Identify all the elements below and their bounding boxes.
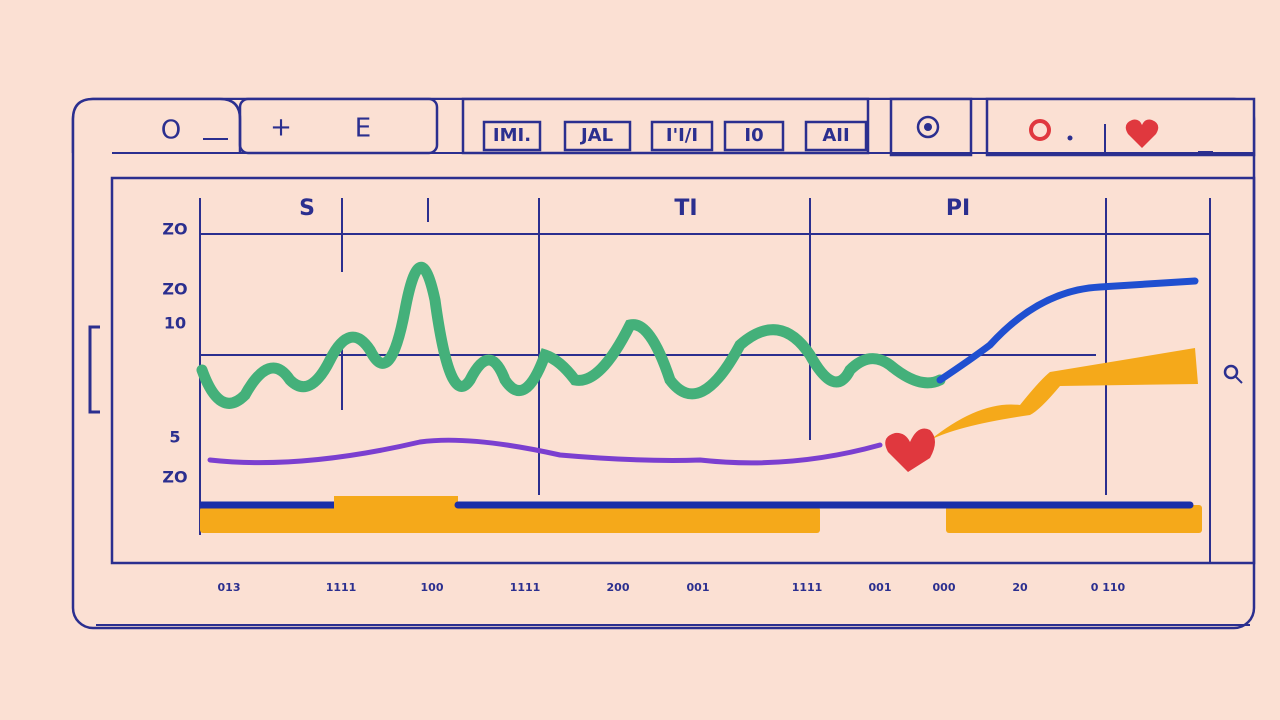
y-label: 5 [169, 428, 180, 447]
x-label: 100 [421, 581, 444, 594]
button[interactable]: O [161, 116, 181, 146]
x-label: 013 [218, 581, 241, 594]
x-label: 001 [687, 581, 710, 594]
tab-bar [461, 97, 870, 155]
x-label: 200 [607, 581, 630, 594]
dot [1067, 135, 1073, 141]
x-label: 0 110 [1091, 581, 1126, 594]
purple-line [207, 437, 883, 466]
tab[interactable] [650, 120, 714, 152]
x-label: 000 [933, 581, 956, 594]
yellow-bar [946, 505, 1202, 533]
icon-button[interactable] [889, 97, 973, 157]
tab[interactable] [482, 120, 542, 152]
tab-label: I0 [744, 125, 763, 146]
x-label: 001 [869, 581, 892, 594]
x-label: 20 [1012, 581, 1028, 594]
column-header: S [299, 196, 315, 221]
heart-icon[interactable] [1125, 119, 1159, 148]
tab-label: AII [822, 125, 849, 146]
column-header: PI [946, 196, 970, 221]
heart-marker [885, 428, 935, 472]
tab[interactable] [563, 120, 632, 152]
green-line [196, 261, 946, 409]
x-label: 1111 [510, 581, 541, 594]
x-label: 1111 [792, 581, 823, 594]
bracket [88, 325, 100, 414]
yellow-bar [200, 507, 820, 533]
tab-label: JAL [579, 125, 613, 146]
location-icon [916, 115, 940, 139]
y-label: 10 [164, 314, 186, 333]
location-dot [924, 123, 932, 131]
toolbar-bg [74, 100, 1253, 153]
blue-line [936, 277, 1199, 384]
search-icon[interactable] [1223, 364, 1239, 380]
y-label: ZO [162, 468, 187, 487]
tab-label: IMI. [493, 125, 531, 146]
button-group [238, 97, 439, 155]
column-header: TI [674, 196, 697, 221]
tab[interactable] [723, 120, 785, 152]
status-area [985, 97, 1256, 157]
button[interactable]: + [270, 113, 292, 143]
yellow-area [930, 348, 1198, 440]
button[interactable]: E [355, 114, 371, 144]
tab[interactable] [804, 120, 868, 152]
y-label: ZO [162, 220, 187, 239]
search-handle [1235, 376, 1243, 384]
yellow-bar [334, 496, 458, 510]
x-label: 1111 [326, 581, 357, 594]
y-label: ZO [162, 280, 187, 299]
tab-label: I'I/I [666, 125, 698, 146]
chart-frame [110, 176, 1256, 565]
record-icon[interactable] [1029, 119, 1051, 141]
